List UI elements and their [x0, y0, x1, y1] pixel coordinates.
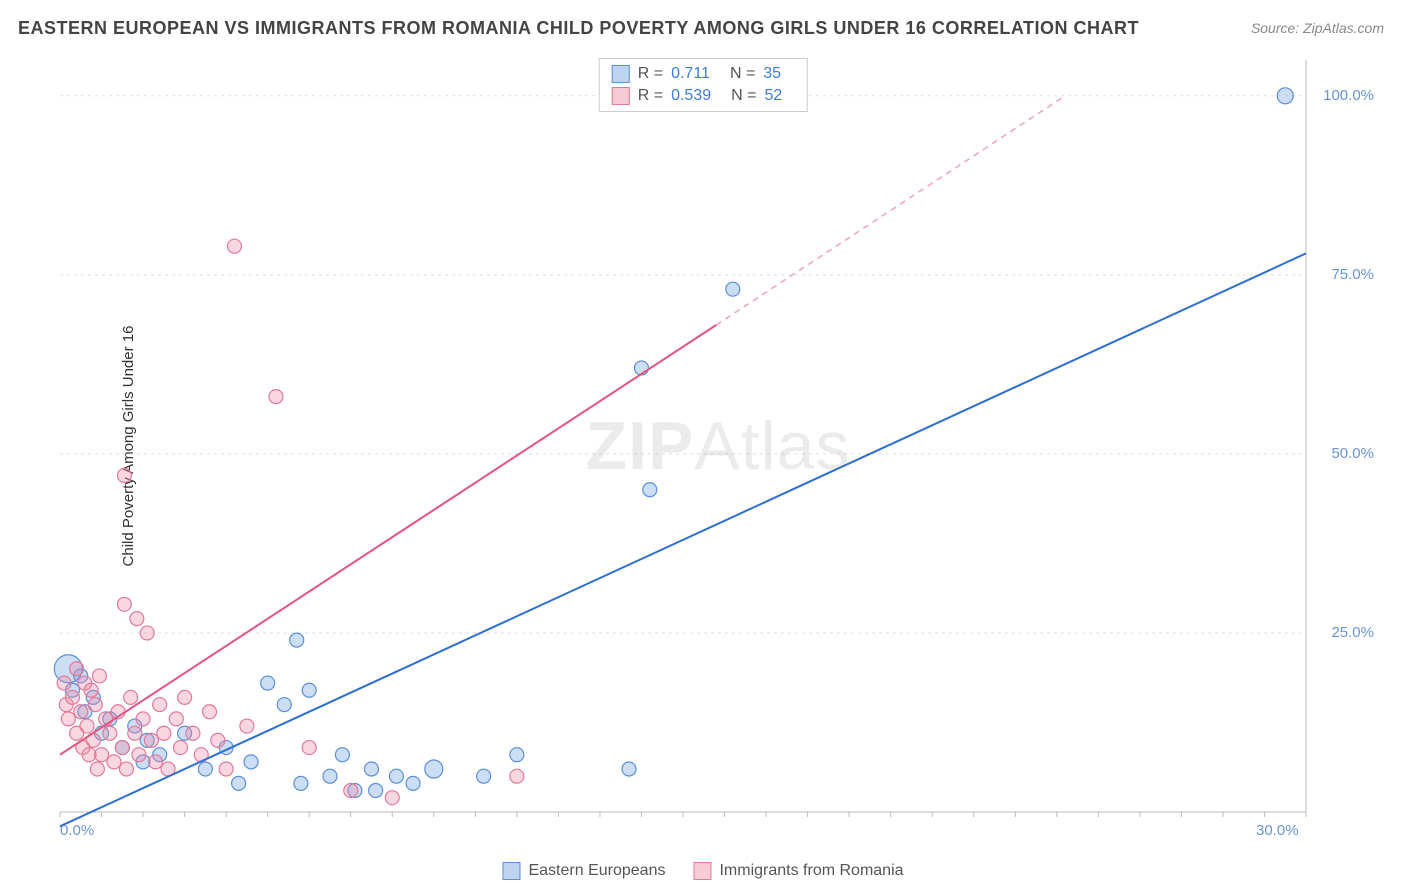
legend-label: Eastern Europeans	[528, 862, 665, 880]
chart-title: EASTERN EUROPEAN VS IMMIGRANTS FROM ROMA…	[18, 18, 1139, 39]
swatch-icon	[612, 87, 630, 105]
swatch-icon	[502, 862, 520, 880]
legend-label: Immigrants from Romania	[719, 862, 903, 880]
x-tick-label: 30.0%	[1256, 822, 1299, 839]
r-value: 0.711	[671, 65, 710, 83]
r-label: R =	[638, 65, 663, 83]
swatch-icon	[612, 65, 630, 83]
scatter-chart	[50, 50, 1386, 842]
stats-row: R = 0.539 N = 52	[612, 85, 795, 107]
r-value: 0.539	[671, 87, 711, 105]
chart-legend: Eastern Europeans Immigrants from Romani…	[502, 862, 903, 880]
swatch-icon	[693, 862, 711, 880]
legend-item: Eastern Europeans	[502, 862, 665, 880]
y-tick-label: 100.0%	[1323, 87, 1374, 104]
source-attribution: Source: ZipAtlas.com	[1251, 20, 1384, 36]
n-value: 52	[764, 87, 782, 105]
r-label: R =	[638, 87, 663, 105]
x-tick-label: 0.0%	[60, 822, 94, 839]
correlation-stats-box: R = 0.711 N = 35 R = 0.539 N = 52	[599, 58, 808, 112]
chart-area: ZIPAtlas 25.0%50.0%75.0%100.0%0.0%30.0%	[50, 50, 1386, 842]
y-tick-label: 75.0%	[1331, 266, 1374, 283]
legend-item: Immigrants from Romania	[693, 862, 903, 880]
stats-row: R = 0.711 N = 35	[612, 63, 795, 85]
n-label: N =	[730, 65, 755, 83]
n-value: 35	[763, 65, 781, 83]
n-label: N =	[731, 87, 756, 105]
y-tick-label: 50.0%	[1331, 445, 1374, 462]
y-tick-label: 25.0%	[1331, 624, 1374, 641]
